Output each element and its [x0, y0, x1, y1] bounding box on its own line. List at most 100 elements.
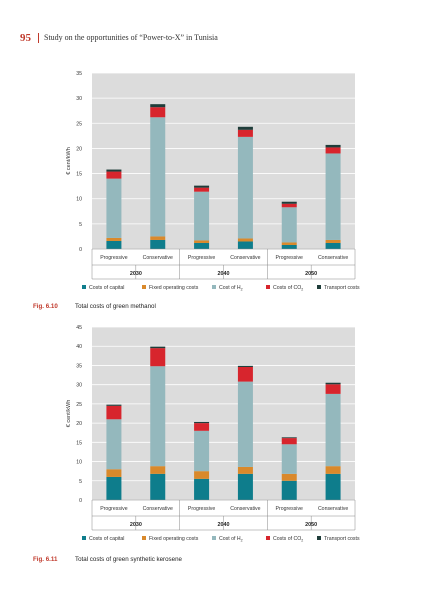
page-header: 95 Study on the opportunities of “Power-…	[0, 30, 424, 46]
y-tick-label: 15	[76, 440, 82, 446]
bar-segment	[150, 348, 166, 367]
legend-label: Costs of capital	[89, 536, 124, 542]
x-tick-label: Progressive	[100, 506, 128, 512]
chart-kerosene: 0 5 10 15 20 25 30 35 40 45 € cent/kWh Progressive C…	[66, 325, 360, 543]
legend-swatch	[142, 285, 146, 289]
figure-number: Fig. 6.10	[33, 303, 58, 310]
bar-segment	[237, 126, 253, 130]
x-tick-label: Conservative	[230, 506, 260, 512]
group-label: 2050	[305, 271, 317, 277]
group-label: 2040	[218, 271, 230, 277]
legend-swatch	[212, 285, 216, 289]
legend-label: Cost of H2	[219, 536, 243, 543]
group-label: 2050	[305, 522, 317, 528]
legend-swatch	[212, 536, 216, 540]
group-label: 2030	[130, 522, 142, 528]
bar-segment	[281, 438, 297, 445]
bar-segment	[106, 476, 122, 500]
bar-segment	[325, 393, 341, 467]
bar-segment	[325, 384, 341, 394]
figure-number: Fig. 6.11	[33, 556, 58, 563]
page-number: 95	[20, 32, 31, 44]
x-tick-label: Progressive	[188, 506, 216, 512]
bar-segment	[281, 480, 297, 500]
bar-segment	[237, 365, 253, 367]
bar-segment	[237, 241, 253, 249]
y-tick-label: 10	[76, 197, 82, 203]
bar-segment	[106, 405, 122, 420]
y-tick-label: 0	[79, 247, 82, 253]
y-tick-label: 25	[76, 402, 82, 408]
bar-segment	[281, 207, 297, 243]
y-tick-label: 5	[79, 222, 82, 228]
legend-label: Costs of CO2	[273, 285, 303, 292]
bar-segment	[150, 239, 166, 249]
legend-label: Cost of H2	[219, 285, 243, 292]
y-tick-label: 10	[76, 460, 82, 466]
x-tick-label: Conservative	[318, 255, 348, 261]
y-tick-label: 45	[76, 325, 82, 331]
y-tick-label: 30	[76, 96, 82, 102]
x-tick-label: Conservative	[230, 255, 260, 261]
y-tick-label: 35	[76, 71, 82, 77]
bar-segment	[325, 153, 341, 240]
group-label: 2030	[130, 271, 142, 277]
bar-segment	[106, 469, 122, 477]
bar-segment	[150, 366, 166, 467]
chart-methanol: 0 5 10 15 20 25 30 35 € cent/kWh Progressive Conse…	[66, 71, 360, 292]
x-tick-label: Progressive	[100, 255, 128, 261]
bar-segment	[194, 185, 210, 188]
bar-segment	[281, 203, 297, 208]
bar-segment	[106, 404, 122, 406]
bar-segment	[150, 117, 166, 237]
bar-segment	[194, 187, 210, 192]
group-label: 2040	[218, 522, 230, 528]
bar-segment	[325, 382, 341, 385]
legend-swatch	[317, 285, 321, 289]
plot-area	[92, 73, 355, 249]
x-tick-label: Progressive	[188, 255, 216, 261]
legend-swatch	[317, 536, 321, 540]
bar-segment	[237, 136, 253, 239]
bar-segment	[237, 129, 253, 137]
bar-segment	[194, 478, 210, 500]
bar-segment	[194, 242, 210, 249]
x-tick-label: Progressive	[276, 255, 304, 261]
legend-swatch	[142, 536, 146, 540]
bar-segment	[237, 366, 253, 382]
legend-swatch	[266, 285, 270, 289]
figure-caption-6-11: Fig. 6.11 Total costs of green synthetic …	[33, 556, 182, 563]
y-tick-label: 40	[76, 344, 82, 350]
bar-segment	[194, 191, 210, 241]
bar-segment	[325, 473, 341, 500]
x-tick-label: Progressive	[276, 506, 304, 512]
y-tick-label: 35	[76, 363, 82, 369]
bar-segment	[106, 169, 122, 172]
y-tick-label: 30	[76, 383, 82, 389]
bar-segment	[325, 242, 341, 249]
bar-segment	[325, 239, 341, 243]
bar-segment	[325, 466, 341, 474]
bar-segment	[281, 437, 297, 439]
y-axis-label: € cent/kWh	[66, 400, 72, 428]
y-tick-label: 25	[76, 121, 82, 127]
figure-title: Total costs of green synthetic kerosene	[75, 556, 182, 563]
legend-label: Transport costs	[324, 285, 360, 291]
y-tick-label: 15	[76, 172, 82, 178]
bar-segment	[281, 201, 297, 204]
y-tick-label: 20	[76, 146, 82, 152]
bar-segment	[194, 430, 210, 472]
bar-segment	[325, 147, 341, 154]
legend-label: Costs of CO2	[273, 536, 303, 543]
bar-segment	[150, 236, 166, 240]
bar-segment	[237, 473, 253, 500]
legend-label: Transport costs	[324, 536, 360, 542]
bar-segment	[106, 237, 122, 241]
bar-segment	[150, 466, 166, 474]
y-axis-label: € cent/kWh	[66, 147, 72, 175]
figure-title: Total costs of green methanol	[75, 303, 156, 310]
plot-area	[92, 327, 355, 500]
bar-segment	[150, 346, 166, 349]
bar-segment	[281, 444, 297, 474]
bar-segment	[194, 471, 210, 479]
